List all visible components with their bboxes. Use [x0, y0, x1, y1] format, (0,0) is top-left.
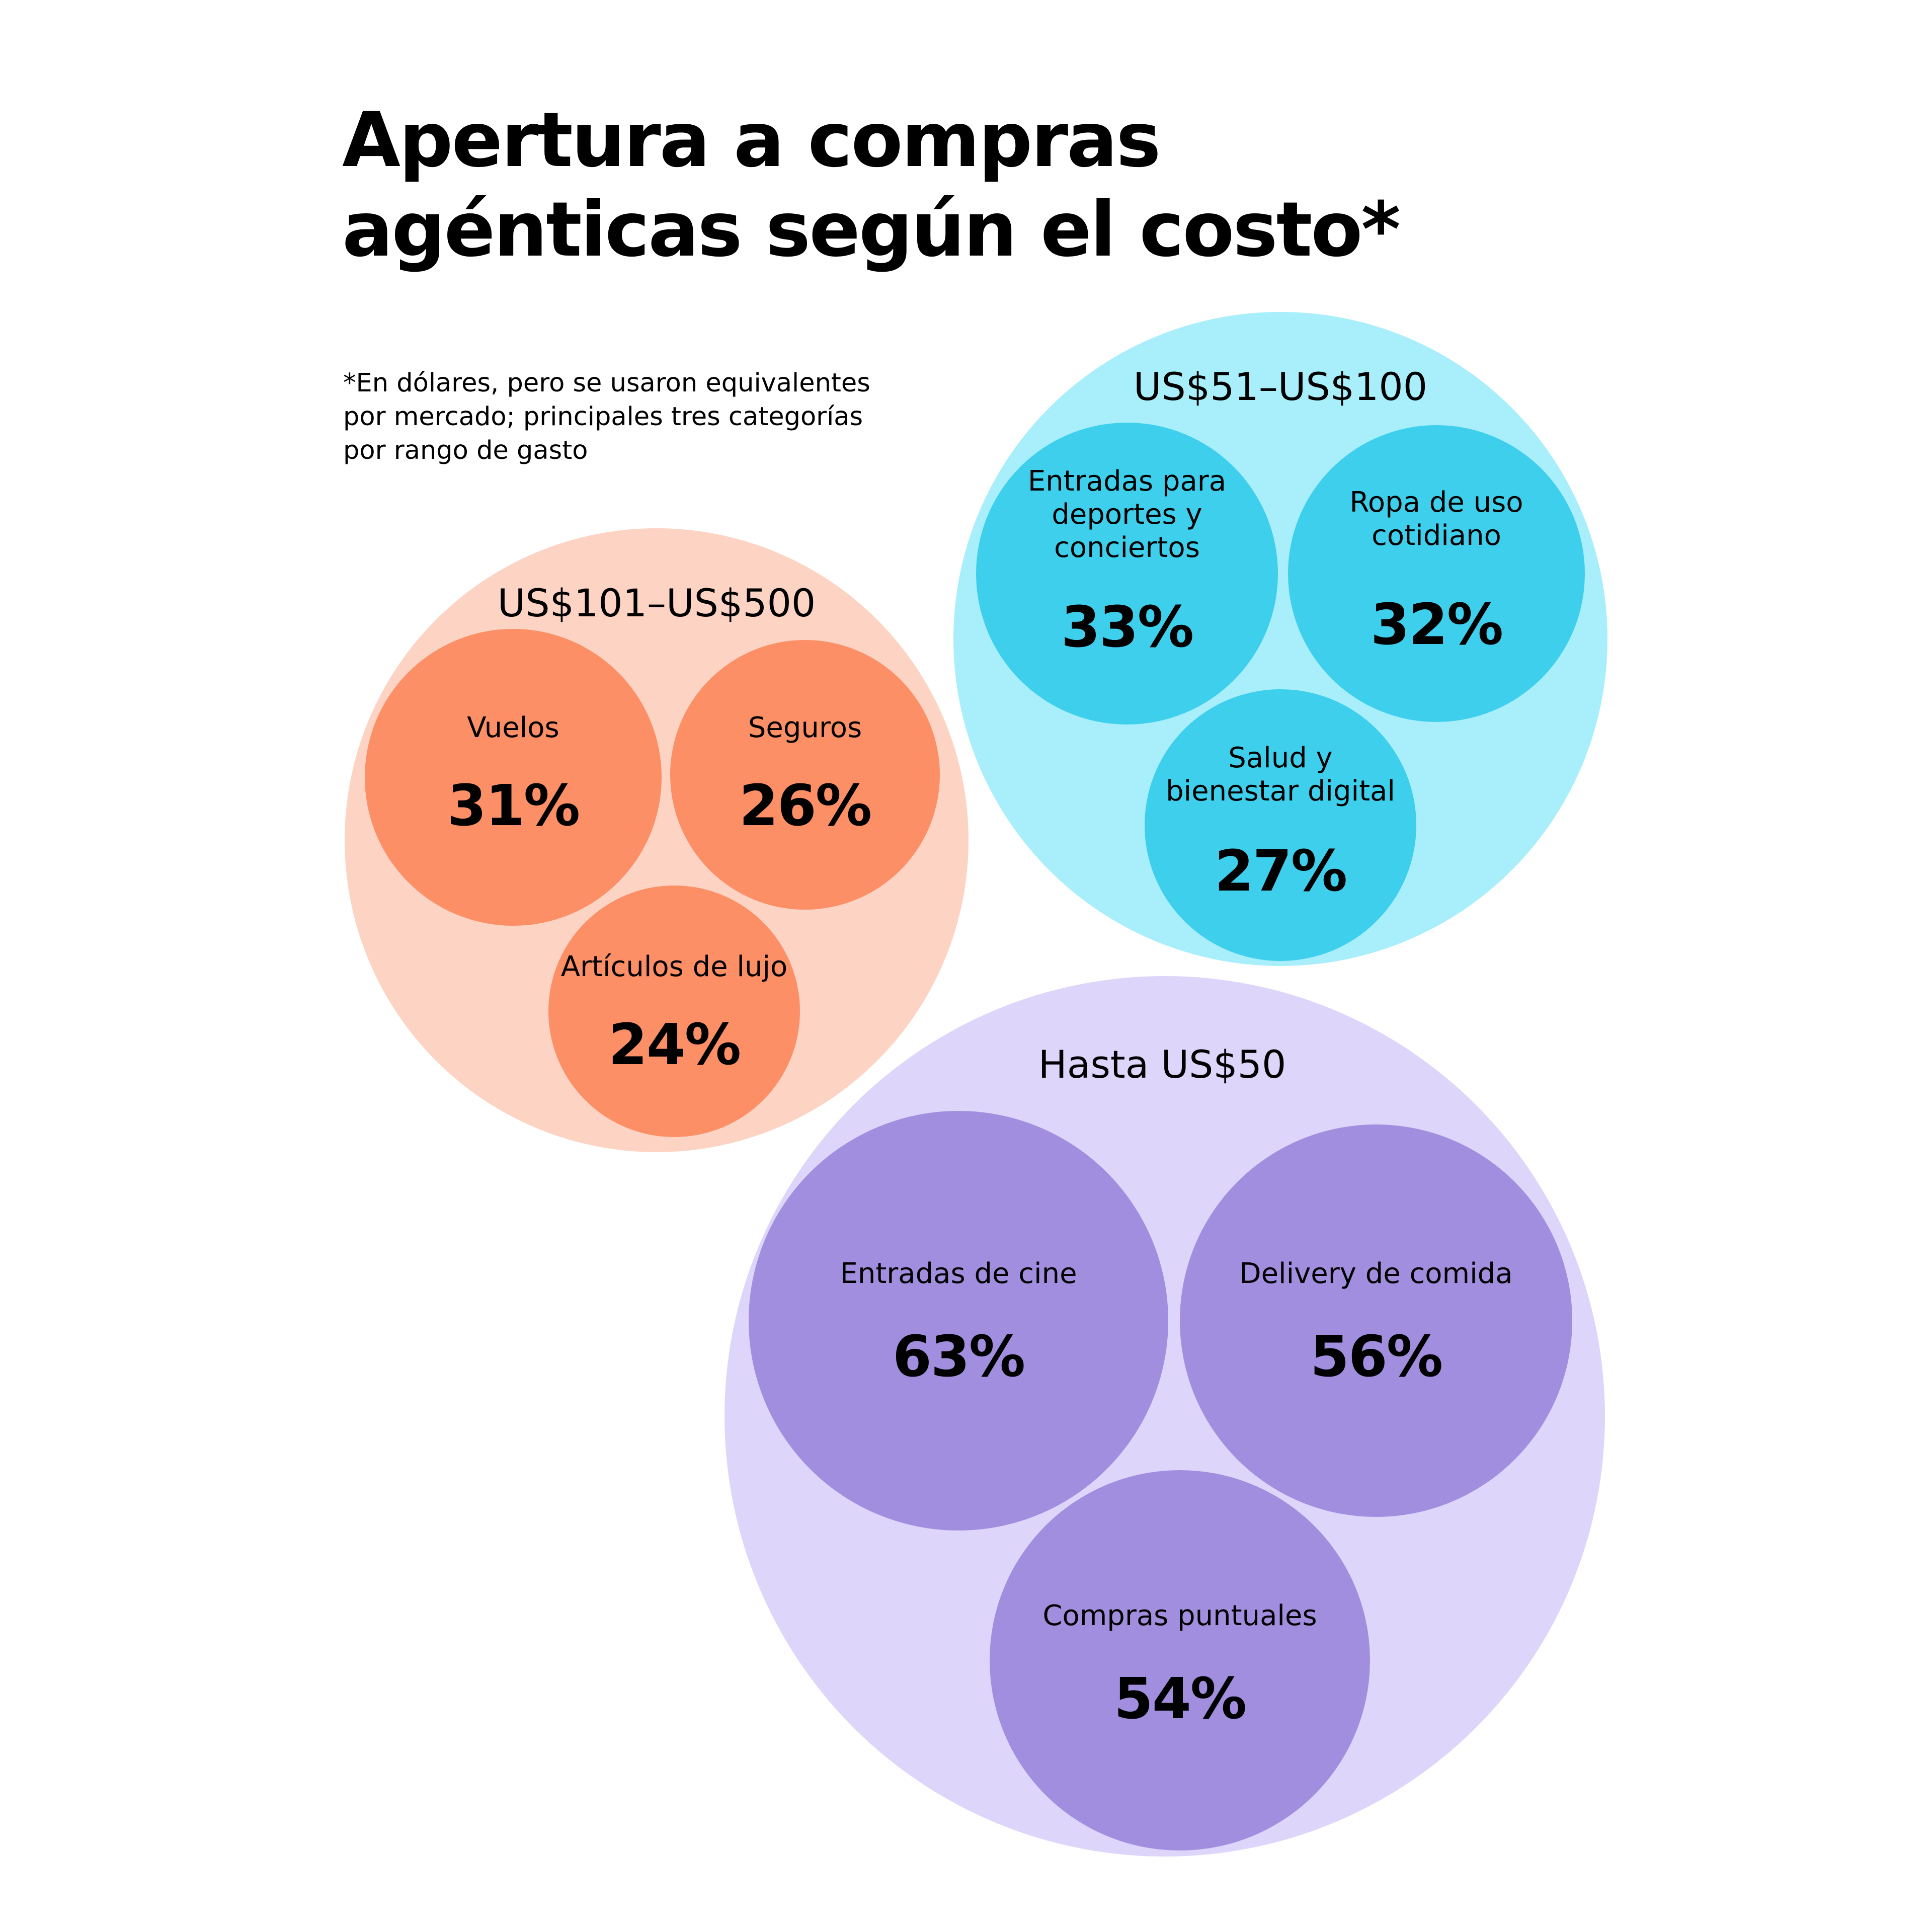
footnote-line-1: *En dólares, pero se usaron equivalentes — [343, 368, 870, 398]
category-label-delivery-de-comida: Delivery de comida — [1239, 1257, 1512, 1290]
category-bubble-ropa-de-uso-cotidiano — [1288, 425, 1585, 722]
category-value-seguros: 26% — [739, 773, 871, 839]
category-bubble-entradas-para-deportes-y-conciertos — [976, 423, 1278, 725]
category-bubble-vuelos — [365, 629, 662, 926]
category-value-delivery-de-comida: 56% — [1310, 1324, 1442, 1390]
category-value-entradas-para-deportes-y-conciertos: 33% — [1061, 595, 1193, 660]
category-value-vuelos: 31% — [447, 773, 579, 839]
footnote-line-2: por mercado; principales tres categorías — [343, 402, 863, 432]
category-value-compras-puntuales: 54% — [1114, 1666, 1246, 1732]
chart-title-line-2: agénticas según el costo* — [342, 186, 1401, 274]
category-bubble-seguros — [670, 640, 940, 910]
category-bubble-entradas-de-cine — [749, 1111, 1168, 1531]
category-label-ropa-de-uso-cotidiano: cotidiano — [1372, 519, 1501, 552]
category-label-entradas-para-deportes-y-conciertos: conciertos — [1054, 531, 1200, 564]
group-label-hasta-us50: Hasta US$50 — [1038, 1042, 1286, 1087]
category-label-articulos-de-lujo: Artículos de lujo — [561, 950, 788, 983]
chart-title: Apertura a compras agénticas según el co… — [342, 96, 1401, 275]
group-label-us51-us100: US$51–US$100 — [1134, 364, 1427, 409]
category-value-articulos-de-lujo: 24% — [608, 1012, 740, 1078]
chart-title-line-1: Apertura a compras — [342, 97, 1161, 184]
category-label-salud-y-bienestar-digital: bienestar digital — [1166, 775, 1395, 808]
category-label-entradas-de-cine: Entradas de cine — [840, 1257, 1077, 1290]
group-label-us101-us500: US$101–US$500 — [498, 581, 816, 625]
category-label-entradas-para-deportes-y-conciertos: Entradas para — [1028, 465, 1226, 498]
category-label-vuelos: Vuelos — [467, 711, 559, 744]
category-bubble-compras-puntuales — [990, 1470, 1370, 1850]
category-label-entradas-para-deportes-y-conciertos: deportes y — [1052, 498, 1202, 531]
category-value-ropa-de-uso-cotidiano: 32% — [1371, 592, 1502, 658]
category-bubble-delivery-de-comida — [1180, 1124, 1572, 1517]
footnote: *En dólares, pero se usaron equivalentes… — [343, 366, 870, 467]
category-label-seguros: Seguros — [748, 711, 862, 744]
footnote-line-3: por rango de gasto — [343, 436, 588, 465]
category-bubble-salud-y-bienestar-digital — [1145, 689, 1416, 961]
category-label-ropa-de-uso-cotidiano: Ropa de uso — [1349, 486, 1523, 519]
category-label-salud-y-bienestar-digital: Salud y — [1228, 742, 1332, 774]
category-label-compras-puntuales: Compras puntuales — [1042, 1599, 1317, 1632]
category-bubble-articulos-de-lujo — [548, 886, 800, 1137]
category-value-salud-y-bienestar-digital: 27% — [1215, 839, 1346, 904]
category-value-entradas-de-cine: 63% — [893, 1324, 1024, 1390]
